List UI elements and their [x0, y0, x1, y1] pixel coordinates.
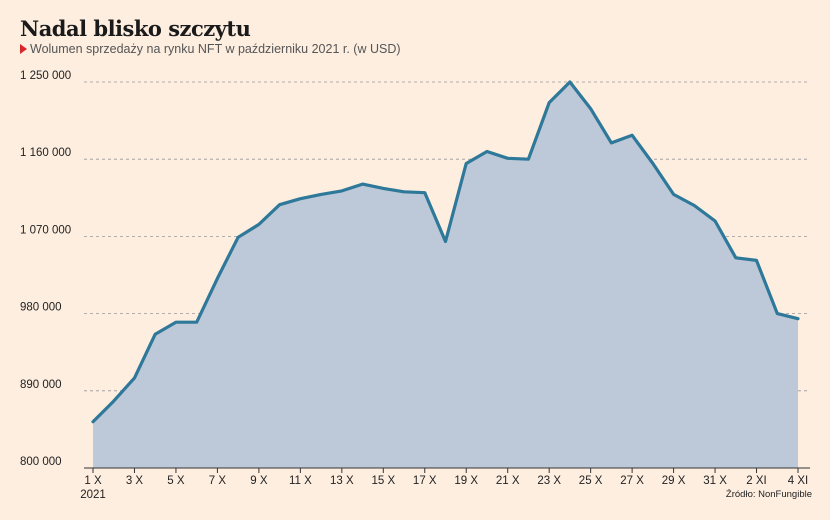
x-tick-sublabel: 2021	[80, 489, 106, 501]
series-line	[91, 80, 800, 424]
x-tick-label: 11 X	[289, 475, 312, 487]
chart-subtitle: Wolumen sprzedaży na rynku NFT w paździe…	[30, 42, 401, 56]
x-tick-label: 5 X	[167, 475, 185, 487]
area-fill	[93, 82, 798, 468]
triangle-bullet-icon	[20, 44, 27, 54]
y-tick-label: 800 000	[20, 456, 62, 468]
y-tick-label: 1 250 000	[20, 70, 71, 82]
x-tick-label: 1 X	[84, 475, 102, 487]
chart-title: Nadal blisko szczytu	[20, 16, 251, 41]
x-tick-label: 13 X	[330, 475, 354, 487]
x-tick-label: 31 X	[703, 475, 727, 487]
x-tick-label: 25 X	[579, 475, 603, 487]
x-tick-label: 4 XI	[788, 475, 808, 487]
x-tick-label: 27 X	[620, 475, 644, 487]
x-tick-label: 2 XI	[746, 475, 766, 487]
y-tick-label: 980 000	[20, 302, 62, 314]
x-tick-label: 29 X	[662, 475, 686, 487]
x-tick-label: 23 X	[537, 475, 561, 487]
x-tick-label: 3 X	[126, 475, 144, 487]
x-tick-label: 17 X	[413, 475, 437, 487]
x-tick-label: 19 X	[454, 475, 478, 487]
source-note: Źródło: NonFungible	[725, 489, 812, 500]
chart-subtitle-row: Wolumen sprzedaży na rynku NFT w paździe…	[20, 42, 401, 56]
y-tick-label: 1 160 000	[20, 147, 71, 159]
y-tick-label: 890 000	[20, 379, 62, 391]
x-tick-label: 21 X	[496, 475, 520, 487]
x-tick-label: 15 X	[371, 475, 395, 487]
x-tick-label: 7 X	[209, 475, 227, 487]
x-tick-label: 9 X	[250, 475, 268, 487]
y-tick-label: 1 070 000	[20, 224, 71, 236]
